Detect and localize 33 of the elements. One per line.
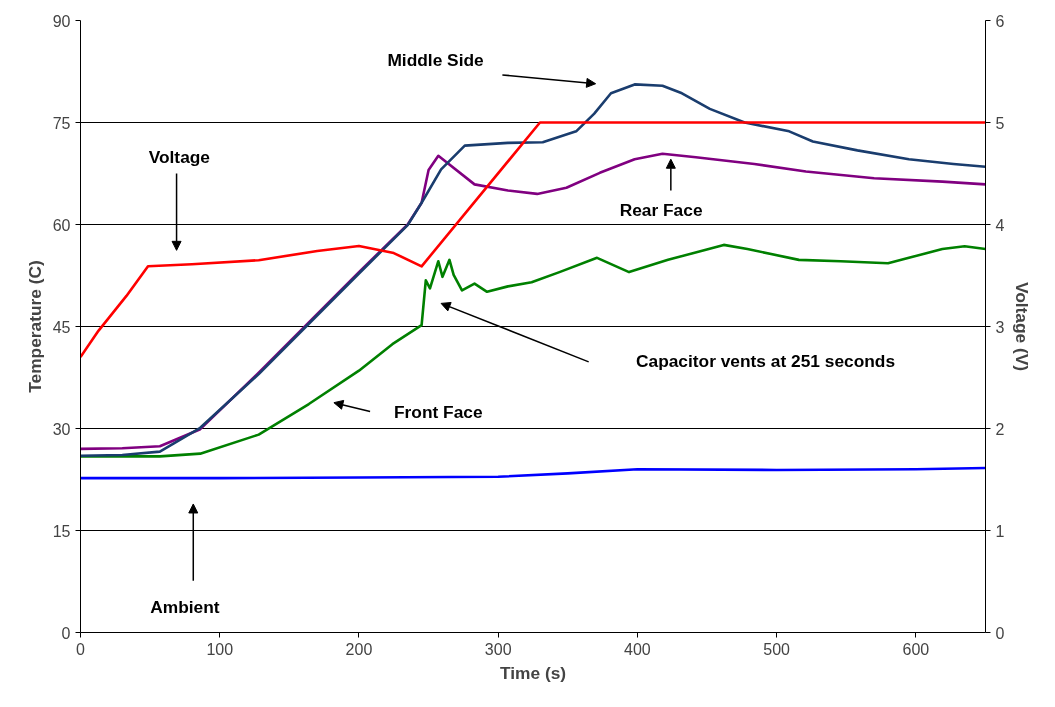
y2-tick-label: 2 xyxy=(995,420,1005,438)
line-series xyxy=(80,83,986,457)
y-tick-label: 75 xyxy=(52,114,71,132)
y-tick-label: 30 xyxy=(52,420,71,438)
x-tick-label: 0 xyxy=(76,640,86,658)
x-axis-title: Time (s) xyxy=(499,662,567,683)
x-tick-label: 100 xyxy=(206,640,234,658)
annotation: Rear Face xyxy=(619,200,703,221)
x-tick-label: 200 xyxy=(345,640,373,658)
y2-tick-label: 4 xyxy=(995,216,1005,234)
y-tick-label: 15 xyxy=(52,522,71,540)
x-tick-label: 600 xyxy=(902,640,930,658)
y2-tick-label: 1 xyxy=(995,522,1005,540)
line-series xyxy=(80,466,986,480)
x-tick-label: 400 xyxy=(624,640,651,658)
annotation: Middle Side xyxy=(387,49,485,70)
x-tick-label: 300 xyxy=(484,640,512,658)
annotation: Voltage xyxy=(148,147,211,168)
y-tick-label: 60 xyxy=(52,216,71,234)
y-tick-label: 0 xyxy=(61,624,71,642)
y-axis-title: Temperature (C) xyxy=(24,260,45,393)
y-tick-label: 45 xyxy=(52,318,71,336)
y2-tick-label: 6 xyxy=(995,12,1005,30)
y2-axis-title: Voltage (V) xyxy=(1012,281,1033,372)
y2-tick-label: 5 xyxy=(995,114,1005,132)
annotation: Front Face xyxy=(394,401,483,422)
x-tick-label: 500 xyxy=(763,640,791,658)
y2-tick-label: 3 xyxy=(995,318,1005,336)
line-series xyxy=(80,243,986,458)
annotation: Ambient xyxy=(150,596,220,617)
annotation: Capacitor vents at 251 seconds xyxy=(635,351,896,372)
y-tick-label: 90 xyxy=(52,12,71,30)
y2-tick-label: 0 xyxy=(995,624,1005,642)
